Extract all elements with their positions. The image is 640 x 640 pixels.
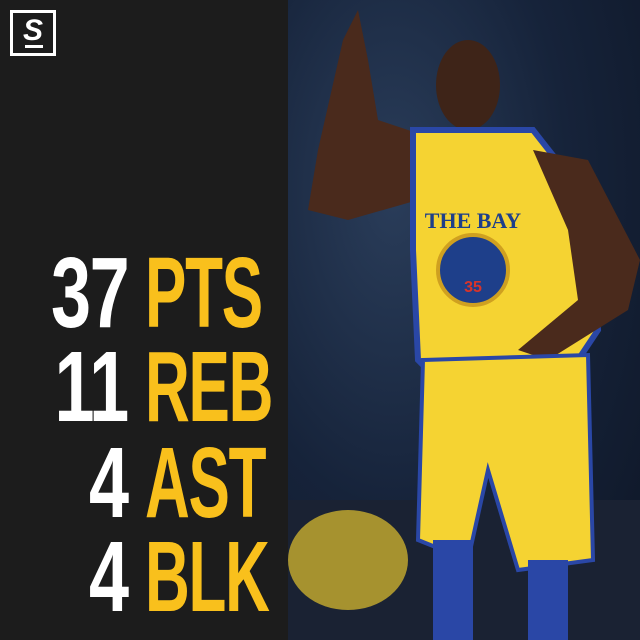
left-leg — [433, 540, 473, 640]
stat-value: 4 — [89, 521, 129, 633]
brand-logo: S — [10, 10, 56, 56]
jersey-text: THE BAY — [425, 208, 522, 233]
stat-row-assists: 4 AST — [0, 427, 288, 539]
stat-label: AST — [145, 427, 267, 539]
stat-label: PTS — [145, 237, 263, 349]
player-illustration: THE BAY 35 — [288, 10, 640, 640]
player-photo: THE BAY 35 — [288, 0, 640, 640]
right-leg — [528, 560, 568, 640]
stat-row-points: 37 PTS — [0, 237, 288, 349]
stat-value: 4 — [89, 427, 129, 539]
shorts — [415, 352, 596, 573]
stat-row-rebounds: 11 REB — [0, 331, 288, 443]
fan-yellow-shirt — [288, 510, 408, 610]
jersey-logo — [436, 233, 510, 307]
stat-value: 11 — [54, 331, 130, 443]
stat-label: REB — [145, 331, 273, 443]
right-arm — [518, 150, 640, 360]
player-head — [436, 40, 500, 130]
logo-underline — [25, 45, 43, 48]
jersey-number: 35 — [464, 279, 482, 296]
raised-arm — [308, 10, 438, 220]
logo-letter: S — [22, 14, 43, 47]
stat-row-blocks: 4 BLK — [0, 521, 288, 633]
left-panel — [0, 0, 288, 640]
stat-label: BLK — [145, 521, 270, 633]
stat-value: 37 — [50, 237, 130, 349]
